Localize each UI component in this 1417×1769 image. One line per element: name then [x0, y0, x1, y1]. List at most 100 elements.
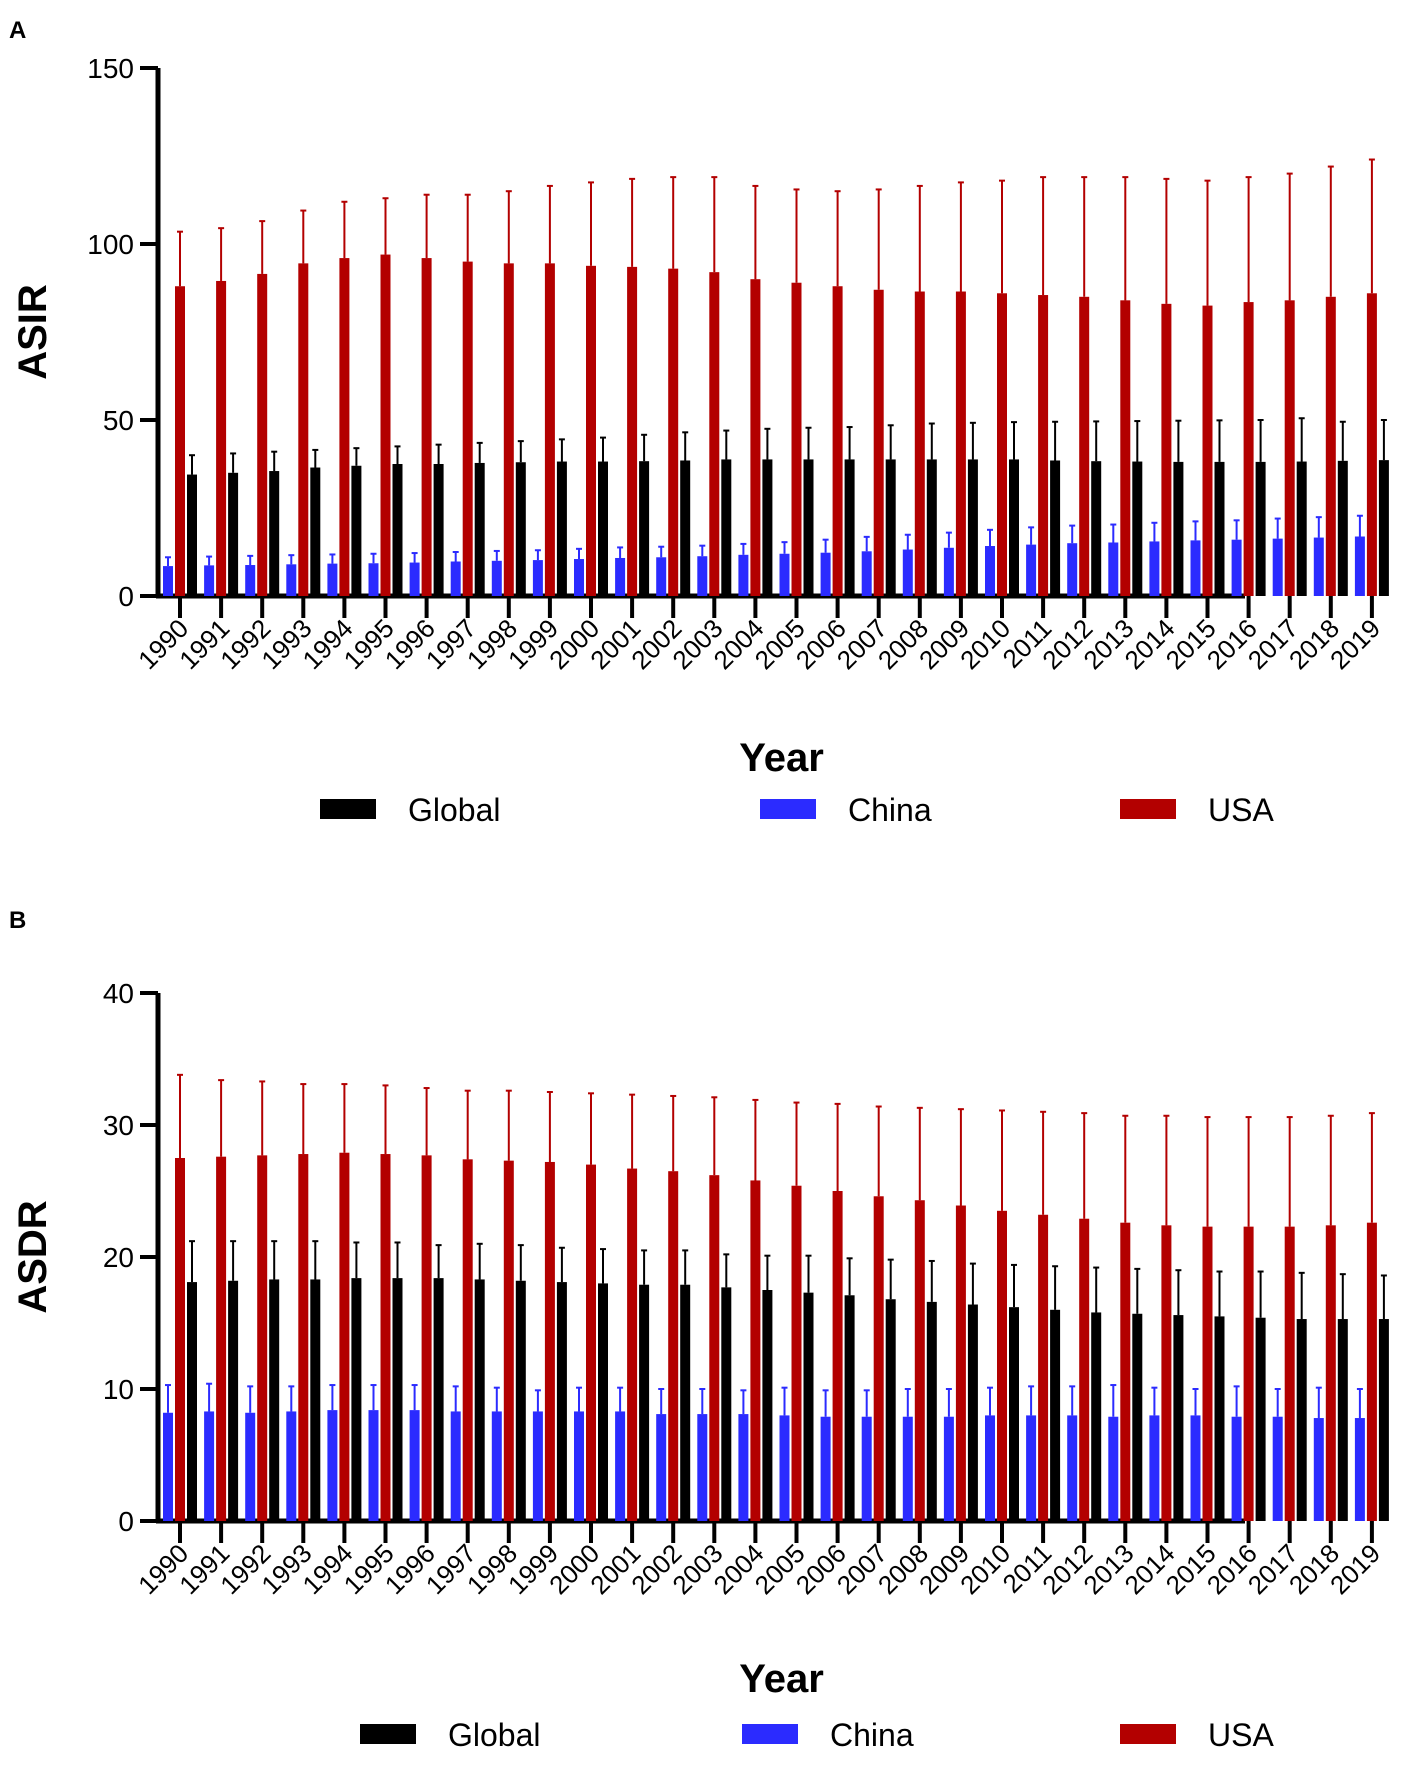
bar-china	[327, 563, 338, 596]
bar-china	[368, 1410, 379, 1521]
bar-global	[803, 459, 814, 596]
bar-global	[1214, 461, 1225, 596]
bar-global	[762, 459, 773, 596]
bar-global	[1132, 1313, 1143, 1521]
bar-china	[1190, 1415, 1201, 1521]
bar-usa	[955, 1205, 966, 1521]
bar-china	[450, 1411, 461, 1521]
bar-china	[450, 561, 461, 596]
y-tick-label: 40	[103, 978, 134, 1009]
bar-china	[943, 1416, 954, 1521]
bar-china	[943, 547, 954, 596]
bar-global	[187, 474, 197, 596]
bar-usa	[1284, 300, 1295, 596]
bar-global	[269, 1279, 280, 1521]
panel-b-label: B	[9, 907, 26, 934]
bar-global	[351, 1278, 362, 1521]
bar-china	[656, 1414, 667, 1521]
bar-global	[1091, 1312, 1102, 1521]
legend-label-usa: USA	[1208, 792, 1274, 828]
bar-china	[574, 559, 584, 596]
bar-china	[615, 1411, 626, 1521]
bar-usa	[873, 1196, 884, 1521]
bar-china	[656, 557, 667, 596]
bar-china	[1108, 542, 1119, 596]
bar-global	[269, 471, 280, 596]
bar-usa	[791, 1185, 802, 1521]
bar-global	[598, 1283, 608, 1521]
bar-usa	[1079, 296, 1090, 596]
bar-china	[532, 560, 543, 596]
bar-china	[820, 1416, 831, 1521]
bar-usa	[955, 291, 966, 596]
legend-swatch-global	[320, 799, 376, 819]
bar-china	[985, 546, 995, 596]
bar-global	[1009, 459, 1019, 596]
bar-china	[204, 565, 215, 596]
bar-global	[474, 462, 485, 596]
bar-usa	[832, 1191, 843, 1521]
bar-global	[556, 1282, 567, 1521]
bar-china	[204, 1411, 215, 1521]
bar-usa	[1202, 305, 1213, 596]
bar-usa	[914, 1200, 925, 1521]
bar-global	[351, 465, 362, 596]
bar-china	[368, 563, 379, 596]
y-tick-label: 100	[87, 229, 134, 260]
bar-usa	[339, 1152, 350, 1521]
bar-global	[1337, 460, 1348, 596]
bar-usa	[586, 1164, 596, 1521]
bar-global	[1009, 1307, 1019, 1521]
bar-usa	[380, 254, 391, 596]
bar-usa	[627, 266, 638, 596]
bar-usa	[380, 1154, 391, 1521]
bar-usa	[1284, 1226, 1295, 1521]
legend-label-china: China	[830, 1717, 914, 1753]
bar-china	[697, 1414, 708, 1521]
bar-global	[885, 1299, 896, 1521]
bar-usa	[709, 272, 720, 596]
y-tick-label: 0	[118, 581, 134, 612]
bar-usa	[298, 263, 309, 596]
bar-usa	[1079, 1218, 1090, 1521]
bar-china	[697, 556, 708, 596]
bar-usa	[709, 1175, 720, 1521]
bar-global	[392, 1278, 403, 1521]
bar-usa	[997, 1210, 1007, 1521]
bar-china	[1272, 538, 1283, 596]
bar-china	[1149, 541, 1160, 596]
x-axis-title: Year	[739, 736, 824, 780]
bar-global	[1296, 461, 1307, 596]
bar-china	[1108, 1416, 1119, 1521]
bar-usa	[1038, 295, 1049, 596]
bar-china	[1190, 540, 1201, 596]
bar-global	[680, 460, 691, 596]
y-axis-title: ASIR	[11, 284, 55, 380]
bar-china	[1354, 536, 1365, 596]
x-tick-label: 2019	[1324, 613, 1386, 675]
bar-global	[1050, 460, 1061, 596]
bar-global	[228, 1280, 239, 1521]
bar-global	[515, 462, 526, 596]
bar-usa	[668, 268, 679, 596]
bar-global	[598, 461, 608, 596]
bar-usa	[750, 279, 761, 596]
bar-china	[820, 552, 831, 596]
bar-usa	[216, 1156, 227, 1521]
bar-china	[286, 1411, 297, 1521]
bar-china	[861, 551, 872, 596]
bar-usa	[216, 280, 227, 596]
bar-usa	[544, 263, 555, 596]
bar-usa	[257, 1155, 268, 1521]
bar-global	[639, 1284, 650, 1521]
bar-usa	[544, 1161, 555, 1521]
bar-usa	[1038, 1214, 1049, 1521]
bar-global	[1173, 461, 1184, 596]
bar-usa	[997, 293, 1007, 596]
bar-usa	[298, 1154, 309, 1521]
bar-usa	[175, 1158, 185, 1521]
bar-china	[1313, 1418, 1324, 1521]
bar-usa	[1161, 303, 1172, 596]
legend-swatch-global	[360, 1724, 416, 1744]
bar-global	[433, 464, 444, 596]
